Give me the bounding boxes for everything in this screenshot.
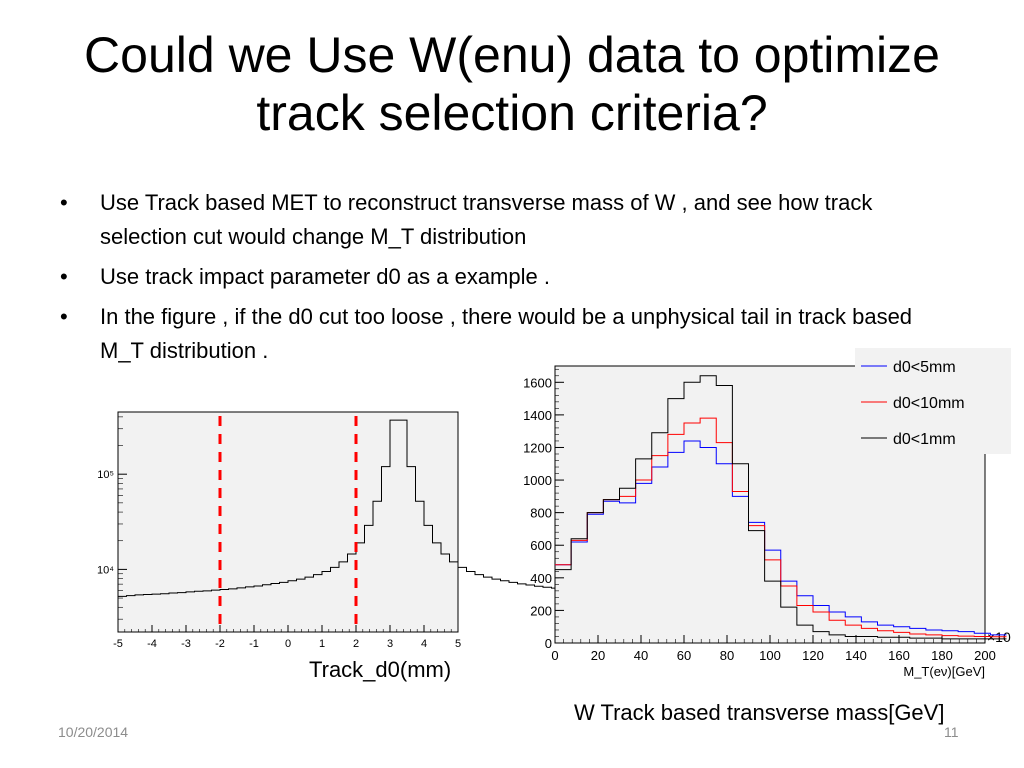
- y-tick-label: 200: [530, 603, 552, 618]
- legend-label: d0<5mm: [893, 359, 956, 376]
- x-tick-label: 0: [551, 648, 558, 663]
- y-tick-label: 0: [545, 636, 552, 651]
- x-tick-label: 20: [591, 648, 605, 663]
- x-axis-label: M_T(eν)[GeV]: [903, 664, 985, 679]
- d0-figure-caption: Track_d0(mm): [309, 657, 452, 682]
- page-number: 11: [944, 724, 959, 740]
- bullet-item: • Use track impact parameter d0 as a exam…: [58, 260, 958, 294]
- x-tick-label: 100: [759, 648, 781, 663]
- x-tick-label: -4: [147, 638, 157, 650]
- legend-label: d0<1mm: [893, 431, 956, 448]
- y-tick-label: 600: [530, 538, 552, 553]
- x-tick-label: 0: [285, 638, 291, 650]
- bullet-dot: •: [60, 304, 68, 329]
- y-tick-label: 800: [530, 506, 552, 521]
- y-tick-label: 1400: [523, 408, 552, 423]
- x-tick-label: 160: [888, 648, 910, 663]
- x-tick-label: 5: [455, 638, 461, 650]
- plot-frame: [117, 411, 459, 633]
- series-line-2: [555, 375, 1007, 640]
- x-tick-label: -5: [113, 638, 123, 650]
- x-tick-label: 40: [634, 648, 648, 663]
- slide-title: Could we Use W(enu) data to optimize tra…: [84, 27, 940, 141]
- y-tick-label: 1200: [523, 440, 552, 455]
- y-tick-label: 1600: [523, 375, 552, 390]
- y-tick-label: 10⁴: [97, 564, 114, 576]
- d0-histogram-line: [118, 419, 628, 597]
- bullet-dot: •: [60, 264, 68, 289]
- x-tick-label: 120: [802, 648, 824, 663]
- x-tick-label: 1: [319, 638, 325, 650]
- bullet-item: • In the figure , if the d0 cut too loose…: [58, 300, 958, 368]
- x-tick-label: 200: [974, 648, 996, 663]
- y-tick-label: 10⁵: [97, 469, 114, 481]
- x-tick-label: 2: [353, 638, 359, 650]
- bullet-item: • Use Track based MET to reconstruct tran…: [58, 186, 958, 254]
- bullet-text: Use Track based MET to reconstruct trans…: [100, 190, 873, 249]
- series-line-1: [555, 417, 1007, 638]
- x-tick-label: 3: [387, 638, 393, 650]
- x-tick-label: 80: [720, 648, 734, 663]
- y-tick-label: 400: [530, 571, 552, 586]
- legend-label: d0<10mm: [893, 395, 965, 412]
- bullet-text: In the figure , if the d0 cut too loose …: [100, 304, 913, 363]
- x-tick-label: -2: [215, 638, 225, 650]
- bullet-text: Use track impact parameter d0 as a examp…: [100, 264, 550, 289]
- y-tick-label: 1000: [523, 473, 552, 488]
- x-tick-label: 180: [931, 648, 953, 663]
- mt-figure-caption: W Track based transverse mass[GeV]: [574, 700, 945, 725]
- footer-date: 10/20/2014: [58, 724, 129, 740]
- x-tick-label: -1: [249, 638, 259, 650]
- x-tick-label: 140: [845, 648, 867, 663]
- bullet-dot: •: [60, 190, 68, 215]
- x-tick-label: 4: [421, 638, 427, 650]
- x-tick-label: -3: [181, 638, 191, 650]
- x-tick-label: 60: [677, 648, 691, 663]
- bullet-list: • Use Track based MET to reconstruct tran…: [58, 186, 958, 374]
